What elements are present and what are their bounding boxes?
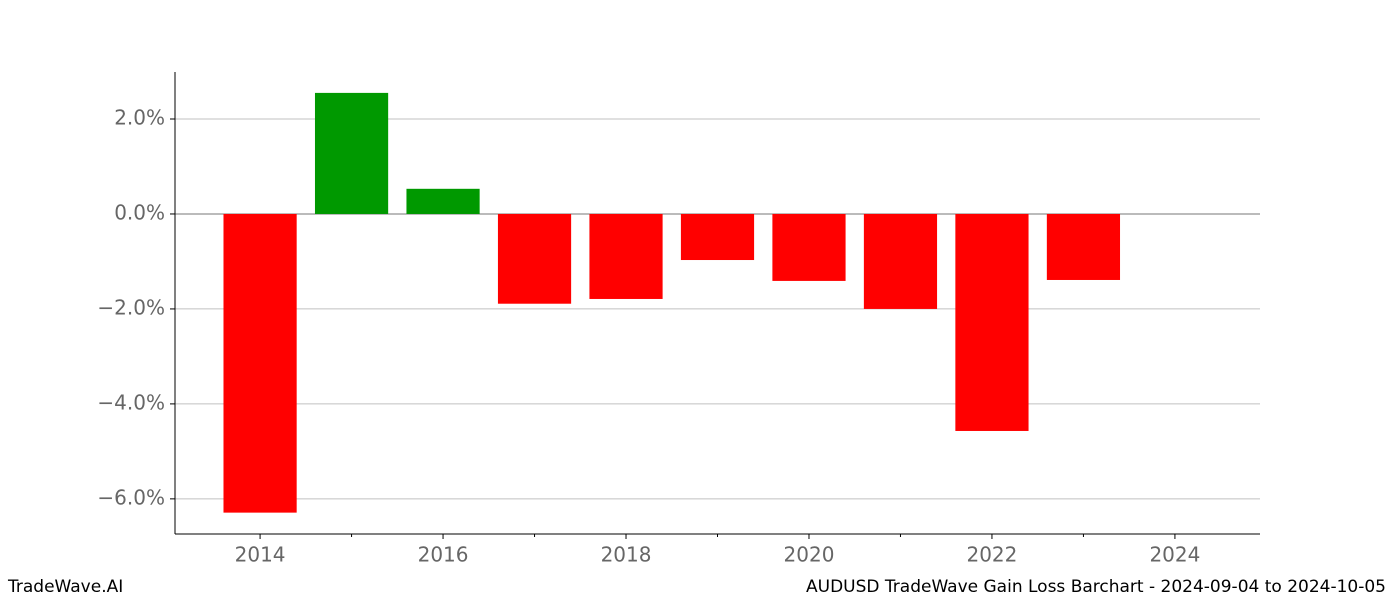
y-tick-label: 2.0% — [114, 106, 165, 130]
bar — [863, 213, 938, 309]
x-tick-label: 2022 — [966, 543, 1017, 567]
bar — [589, 213, 663, 299]
x-tick-label: 2018 — [601, 543, 652, 567]
bar — [497, 213, 572, 304]
y-tick-label: −2.0% — [97, 295, 165, 319]
bar — [223, 213, 297, 513]
bar — [680, 213, 755, 261]
bar — [1046, 213, 1121, 280]
x-tick-label: 2020 — [784, 543, 835, 567]
y-tick-label: −6.0% — [97, 485, 165, 509]
bar — [772, 213, 846, 281]
x-tick-label: 2014 — [235, 543, 286, 567]
x-tick-label: 2016 — [418, 543, 469, 567]
chart-title: AUDUSD TradeWave Gain Loss Barchart - 20… — [806, 577, 1386, 597]
y-tick-label: 0.0% — [114, 200, 165, 224]
bar — [955, 213, 1029, 431]
bar — [406, 188, 480, 214]
y-tick-label: −4.0% — [97, 390, 165, 414]
bar — [314, 92, 389, 214]
watermark: TradeWave.AI — [7, 577, 123, 597]
x-tick-label: 2024 — [1149, 543, 1200, 567]
